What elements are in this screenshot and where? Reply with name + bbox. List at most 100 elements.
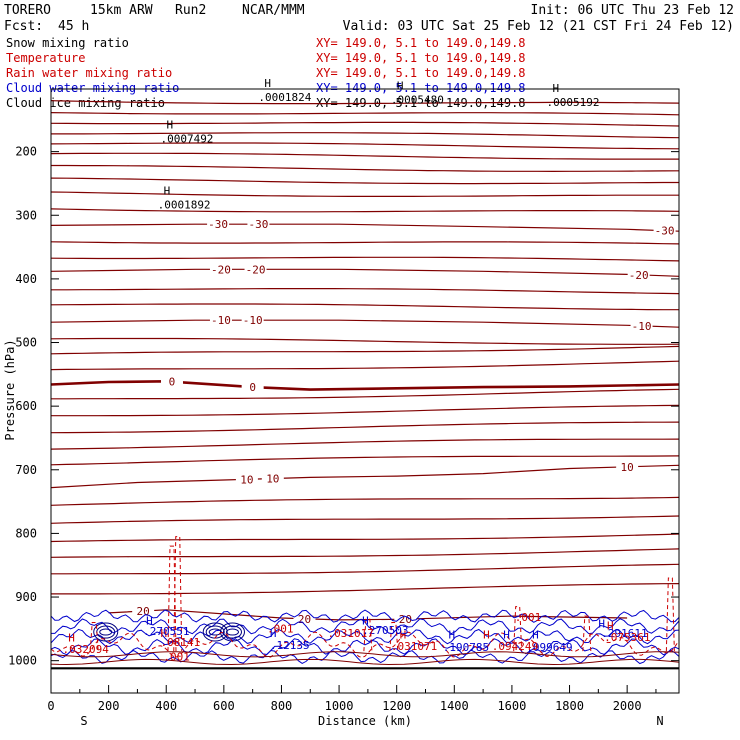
- cloud-value-label: .270551: [143, 625, 189, 638]
- isotherm-line: [50, 438, 680, 450]
- x-tick-label: 1200: [382, 699, 411, 713]
- isotherm-label: 20: [298, 613, 311, 626]
- isotherm-label: -30: [248, 218, 268, 231]
- cloud-max-h: H: [503, 628, 510, 641]
- isotherm-line: [50, 208, 680, 213]
- isotherm-line-low: [50, 651, 680, 658]
- y-tick-label: 500: [15, 336, 37, 350]
- init-time: Init: 06 UTC Thu 23 Feb 12: [531, 3, 735, 18]
- y-tick-label: 200: [15, 145, 37, 159]
- rain-value-label: .001: [163, 651, 190, 664]
- rain-water-spike: [513, 606, 523, 652]
- rain-water-spike: [173, 536, 183, 652]
- isotherm-label: -10: [211, 314, 231, 327]
- isotherm-label-bg: [241, 381, 264, 394]
- y-tick-label: 300: [15, 208, 37, 222]
- x-tick-label: 1600: [497, 699, 526, 713]
- isotherm-line--20: [50, 268, 680, 277]
- cloud-value-label: .270503: [362, 624, 408, 637]
- isotherm-line: [50, 515, 680, 524]
- cloud-water-cell: [222, 625, 242, 639]
- isotherm-label-bg: [653, 224, 676, 237]
- isotherm-label-bg: [247, 218, 270, 231]
- y-tick-label: 400: [15, 272, 37, 286]
- ice-max-h: H: [166, 118, 173, 131]
- legend-cloud-xy: XY= 149.0, 5.1 to 149.0,149.8: [316, 81, 526, 95]
- isotherm-label-bg: [261, 472, 284, 485]
- ice-max-value: .0001824: [258, 91, 311, 104]
- cloud-value-label: .099649: [526, 641, 572, 654]
- rain-value-label: .001: [267, 623, 294, 636]
- isotherm-line: [51, 164, 680, 173]
- isotherm-line: [50, 421, 680, 434]
- isotherm-label-bg: [235, 473, 258, 486]
- isotherm-line: [50, 121, 680, 127]
- x-tick-label: 0: [47, 699, 54, 713]
- isotherm-label: 0: [169, 376, 176, 389]
- ice-max-value: .0001892: [158, 199, 211, 212]
- x-tick-label: 1400: [440, 699, 469, 713]
- legend-temp-name: Temperature: [6, 51, 85, 65]
- ice-max-value: .0005192: [546, 96, 599, 109]
- isotherm-line: [51, 404, 680, 417]
- cloud-water-contour: [50, 609, 680, 623]
- isotherm-line: [50, 360, 680, 371]
- isotherm-line--30: [50, 223, 680, 232]
- valid-time: Valid: 03 UTC Sat 25 Feb 12 (21 CST Fri …: [343, 19, 734, 34]
- isotherm-line-10: [50, 464, 680, 489]
- ice-max-h: H: [164, 185, 171, 198]
- rain-water-spike: [665, 577, 675, 652]
- isotherm-line: [51, 388, 680, 400]
- rain-max-h: H: [160, 627, 167, 640]
- isotherm-label: -20: [629, 269, 649, 282]
- rain-value-label: .075361: [604, 631, 650, 644]
- isotherm-line: [50, 191, 679, 197]
- legend-cloud-name: Cloud water mixing ratio: [6, 81, 179, 95]
- isotherm-line: [50, 337, 680, 345]
- isotherm-label-bg: [627, 268, 650, 281]
- rain-value-label: .08141: [160, 636, 200, 649]
- rain-value-label: .031071: [391, 640, 437, 653]
- isotherm-label-bg: [241, 314, 264, 327]
- isotherm-line: [50, 100, 680, 105]
- legend-snow-xy: XY= 149.0, 5.1 to 149.0,149.8: [316, 36, 526, 50]
- cloud-water-cell: [93, 622, 119, 642]
- isotherm-line: [50, 533, 680, 543]
- rain-max-h: H: [68, 632, 75, 645]
- y-tick-label: 1000: [8, 654, 37, 668]
- legend: Snow mixing ratio XY= 149.0, 5.1 to 149.…: [6, 36, 526, 110]
- isotherm-line: [50, 177, 679, 185]
- rain-water-contour: [50, 631, 680, 659]
- y-tick-label: 700: [15, 463, 37, 477]
- cloud-water-contour: [50, 638, 680, 656]
- legend-ice-name: Cloud ice mixing ratio: [6, 96, 165, 110]
- rain-max-h: H: [483, 628, 490, 641]
- rain-value-label: .031017: [328, 627, 374, 640]
- isotherm-label-bg: [394, 613, 417, 626]
- x-tick-label: 400: [155, 699, 177, 713]
- y-tick-label: 600: [15, 399, 37, 413]
- isotherm-label: -30: [208, 218, 228, 231]
- rain-water-spike: [389, 621, 399, 652]
- rain-value-label: .001: [515, 611, 542, 624]
- cloud-water-contour: [50, 628, 680, 645]
- isotherm-line: [50, 112, 680, 116]
- isotherm-label-bg: [244, 263, 267, 276]
- x-tick-label: 600: [213, 699, 235, 713]
- run-label: Run2: [175, 3, 206, 18]
- rain-water-spike: [582, 615, 592, 652]
- resolution: 15km ARW: [90, 3, 153, 18]
- rain-water-spike: [363, 618, 373, 652]
- x-tick-label: 800: [271, 699, 293, 713]
- cloud-max-h: H: [449, 628, 456, 641]
- legend-snow-name: Snow mixing ratio: [6, 36, 129, 50]
- isotherm-line-0: [50, 379, 680, 391]
- isotherm-label-bg: [209, 263, 232, 276]
- isotherm-label-bg: [209, 314, 232, 327]
- cloud-max-h: H: [362, 614, 369, 627]
- cloud-water-contour: [51, 618, 680, 635]
- isotherm-label-bg: [132, 605, 155, 618]
